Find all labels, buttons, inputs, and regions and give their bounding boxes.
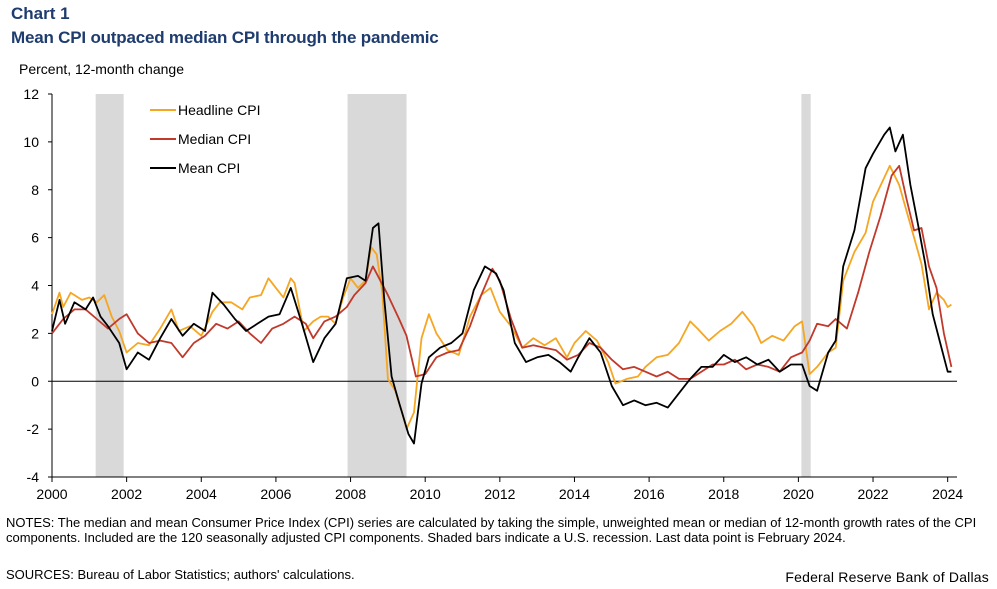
sources-text: SOURCES: Bureau of Labor Statistics; aut…: [6, 567, 355, 582]
y-tick-label: 6: [31, 230, 39, 246]
x-tick-label: 2016: [634, 486, 665, 502]
x-tick-label: 2008: [335, 486, 366, 502]
x-tick-label: 2018: [708, 486, 739, 502]
mean-cpi-line: [51, 126, 952, 445]
y-axis-units-label: Percent, 12-month change: [19, 61, 184, 77]
headline-cpi-line: [51, 164, 952, 430]
x-tick-label: 2014: [559, 486, 590, 502]
x-tick-label: 2020: [783, 486, 814, 502]
chart-title: Mean CPI outpaced median CPI through the…: [11, 28, 439, 47]
recession-bar-3: [801, 94, 811, 477]
legend: Headline CPI Median CPI Mean CPI: [150, 102, 261, 176]
x-tick-label: 2024: [932, 486, 963, 502]
legend-label: Headline CPI: [178, 102, 261, 118]
chart-axes: -4 -2 0 2 4 6 8 10 12 2000 2002 2004 2006 2008 2010 201…: [23, 86, 963, 502]
y-tick-label: 8: [31, 182, 39, 198]
x-tick-label: 2004: [186, 486, 217, 502]
x-tick-label: 2012: [484, 486, 515, 502]
line-chart: -4 -2 0 2 4 6 8 10 12 2000 2002 2004 2006 2008 2010 201…: [23, 86, 963, 502]
x-tick-label: 2002: [111, 486, 142, 502]
y-tick-label: 2: [31, 325, 39, 341]
x-tick-label: 2010: [410, 486, 441, 502]
y-tick-label: 12: [23, 86, 39, 102]
y-tick-label: -2: [27, 421, 40, 437]
recession-bar-2: [347, 94, 407, 477]
y-tick-label: 4: [31, 278, 39, 294]
y-tick-label: -4: [27, 469, 40, 485]
x-tick-label: 2022: [857, 486, 888, 502]
legend-label: Median CPI: [178, 131, 251, 147]
recession-bars: [95, 94, 811, 477]
chart-label: Chart 1: [11, 4, 70, 23]
legend-label: Mean CPI: [178, 160, 240, 176]
y-tick-label: 10: [23, 134, 39, 150]
x-tick-label: 2006: [260, 486, 291, 502]
y-tick-label: 0: [31, 373, 39, 389]
notes-text: NOTES: The median and mean Consumer Pric…: [6, 515, 977, 545]
credit-text: Federal Reserve Bank of Dallas: [785, 569, 989, 585]
data-series: [51, 126, 953, 445]
recession-bar-1: [95, 94, 124, 477]
x-tick-label: 2000: [36, 486, 67, 502]
median-cpi-line: [51, 164, 953, 380]
